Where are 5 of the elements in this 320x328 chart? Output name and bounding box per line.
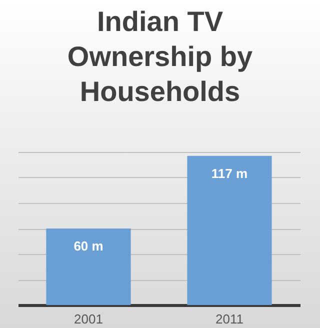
chart-title: Indian TV Ownership by Households	[66, 5, 254, 109]
data-label: 60 m	[74, 238, 104, 254]
x-tick-label: 2011	[216, 312, 244, 326]
data-label: 117 m	[211, 166, 248, 181]
x-tick-label: 2001	[74, 312, 103, 326]
